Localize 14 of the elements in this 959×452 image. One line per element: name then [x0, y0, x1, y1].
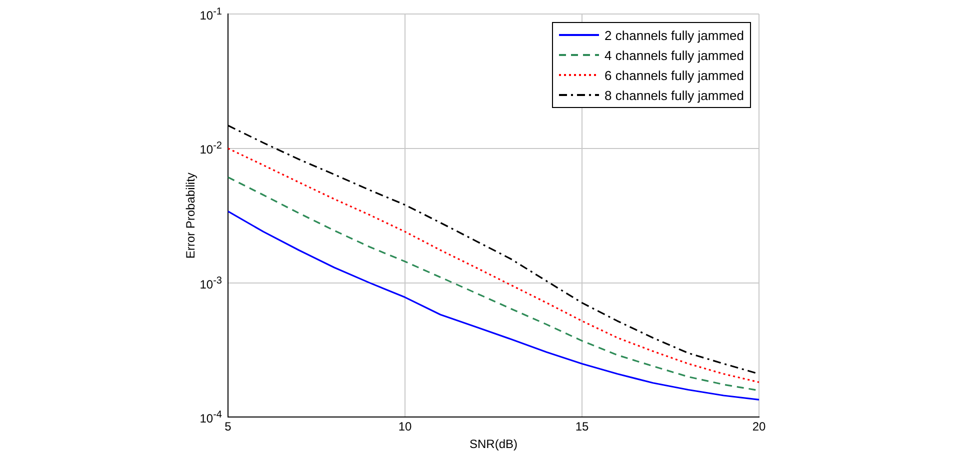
- legend-label: 6 channels fully jammed: [604, 68, 744, 82]
- x-axis-title: SNR(dB): [469, 437, 518, 452]
- x-tick-label: 10: [398, 420, 412, 434]
- x-tick-label: 5: [224, 420, 232, 434]
- y-tick-label: 10$^{-1}$: [200, 6, 222, 22]
- x-tick-label: 15: [575, 420, 589, 434]
- y-tick-label: 10$^{-3}$: [200, 274, 222, 292]
- x-tick-label: 20: [752, 420, 766, 434]
- legend-label: 2 channels fully jammed: [604, 28, 744, 42]
- y-tick-label: 10$^{-4}$: [200, 408, 222, 426]
- legend-label: 4 channels fully jammed: [604, 48, 744, 62]
- legend-label: 8 channels fully jammed: [604, 88, 744, 102]
- y-axis-title: Error Probability: [184, 172, 198, 259]
- y-tick-label: 10$^{-2}$: [200, 140, 222, 157]
